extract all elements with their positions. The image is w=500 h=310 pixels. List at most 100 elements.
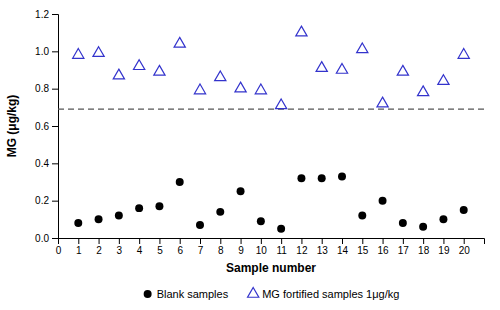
point [460,206,468,214]
point [397,65,408,75]
legend-item: Blank samples [144,288,229,300]
point [255,84,266,94]
marks [58,26,484,232]
x-tick: 19 [438,238,450,256]
x-tick: 16 [378,238,390,256]
point [377,97,388,107]
x-tick-mark [342,238,343,244]
x-tick-label: 12 [296,245,308,256]
point [257,217,265,225]
point [196,221,204,229]
x-tick-mark [383,238,384,244]
x-tick-label: 11 [276,245,287,256]
x-tick: 20 [459,238,471,256]
point [357,43,368,53]
legend-marker [144,290,152,298]
point [399,219,407,227]
y-tick-label: 0.8 [35,83,49,94]
x-tick-label: 18 [418,245,430,256]
x-tick-label: 10 [256,245,268,256]
x-tick-mark [241,238,242,244]
y-tick: 1.2 [35,9,58,20]
point [176,178,184,186]
y-tick: 0.4 [35,158,58,169]
point [379,197,387,205]
point [113,69,124,79]
point [419,223,427,231]
y-tick-mark [52,201,58,202]
x-axis-line [59,239,485,245]
point [115,212,123,220]
x-tick-label: 7 [198,245,204,256]
x-tick-label: 19 [438,245,450,256]
y-tick: 1.0 [35,46,58,57]
x-tick-label: 17 [398,245,410,256]
y-tick: 0.6 [35,121,58,132]
point [336,63,347,73]
y-tick-mark [52,14,58,15]
y-tick-mark [52,89,58,90]
point [135,204,143,212]
x-tick: 18 [418,238,430,256]
plot-area: 012345678910111213141516171819200.00.20.… [5,9,485,275]
x-tick: 0 [56,238,62,256]
point [418,86,429,96]
x-tick-label: 9 [238,245,244,256]
y-axis-title: MG (μg/kg) [5,95,19,158]
point [276,99,287,109]
reference-line [58,109,484,110]
x-tick-label: 2 [96,245,102,256]
x-axis: 01234567891011121314151617181920 [56,238,485,256]
x-tick-label: 1 [76,245,82,256]
y-tick: 0.2 [35,195,58,206]
series-0 [74,172,467,232]
y-tick-label: 1.0 [35,46,49,57]
point [235,82,246,92]
point [277,225,285,233]
x-tick-mark [78,238,79,244]
x-tick: 8 [218,238,224,256]
point [338,172,346,180]
point [216,208,224,216]
y-tick-mark [52,238,58,239]
point [174,37,185,47]
x-tick: 7 [198,238,204,256]
x-tick-mark [119,238,120,244]
x-tick-label: 16 [378,245,390,256]
x-tick: 13 [317,238,329,256]
x-tick: 6 [177,238,183,256]
x-tick-mark [301,238,302,244]
point [74,219,82,227]
point [93,47,104,57]
x-tick-mark [423,238,424,244]
x-tick-label: 6 [177,245,183,256]
x-tick: 4 [137,238,143,256]
legend-marker [248,287,259,297]
point [297,174,305,182]
x-tick-mark [322,238,323,244]
x-tick-mark [200,238,201,244]
x-tick-label: 5 [157,245,163,256]
x-tick-mark [139,238,140,244]
y-tick-label: 0.0 [35,233,49,244]
x-tick-label: 4 [137,245,143,256]
y-tick: 0.0 [35,233,58,244]
legend: Blank samples MG fortified samples 1μg/kg [144,287,400,299]
x-tick: 3 [117,238,123,256]
x-tick: 9 [238,238,244,256]
y-tick-mark [52,51,58,52]
legend-item: MG fortified samples 1μg/kg [248,287,400,299]
point [358,212,366,220]
x-tick: 11 [276,238,287,256]
x-tick-mark [281,238,282,244]
legend-label: Blank samples [157,288,229,300]
x-tick: 17 [398,238,410,256]
point [155,202,163,210]
y-tick: 0.8 [35,83,58,94]
x-tick-mark [261,238,262,244]
x-tick-mark [99,238,100,244]
x-tick-label: 0 [56,245,62,256]
x-tick: 12 [296,238,308,256]
point [215,71,226,81]
point [318,174,326,182]
